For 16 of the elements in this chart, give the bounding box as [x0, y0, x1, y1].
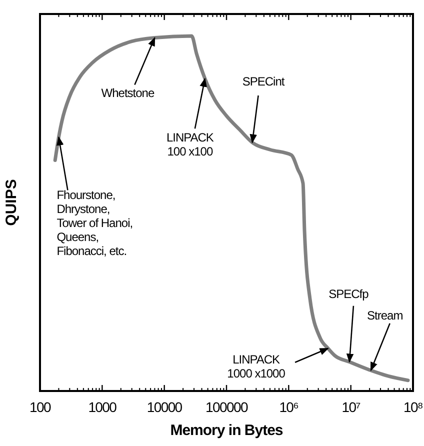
x-tick-label: 10000 — [146, 399, 183, 415]
x-axis-title: Memory in Bytes — [170, 422, 283, 439]
annotation: Fhourstone, Dhrystone, Tower of Hanoi, Queens, Fibonacci, etc. — [56, 188, 133, 258]
annotation: SPECfp — [328, 286, 370, 301]
x-tick-label: 100000 — [206, 399, 248, 415]
annotation: LINPACK 100 x100 — [166, 130, 214, 159]
annotation: Stream — [367, 308, 404, 322]
annotation: LINPACK 1000 x1000 — [227, 352, 286, 380]
x-tick-label: 10⁷ — [342, 399, 361, 415]
x-tick-label: 10⁶ — [279, 399, 298, 415]
x-tick-label: 100 — [30, 399, 52, 415]
annotation: Whetstone — [101, 86, 155, 100]
x-tick-label: 10⁸ — [403, 399, 424, 415]
annotation: SPECint — [242, 74, 286, 88]
y-axis-title: QUIPS — [3, 179, 20, 226]
x-tick-label: 1000 — [88, 399, 118, 415]
